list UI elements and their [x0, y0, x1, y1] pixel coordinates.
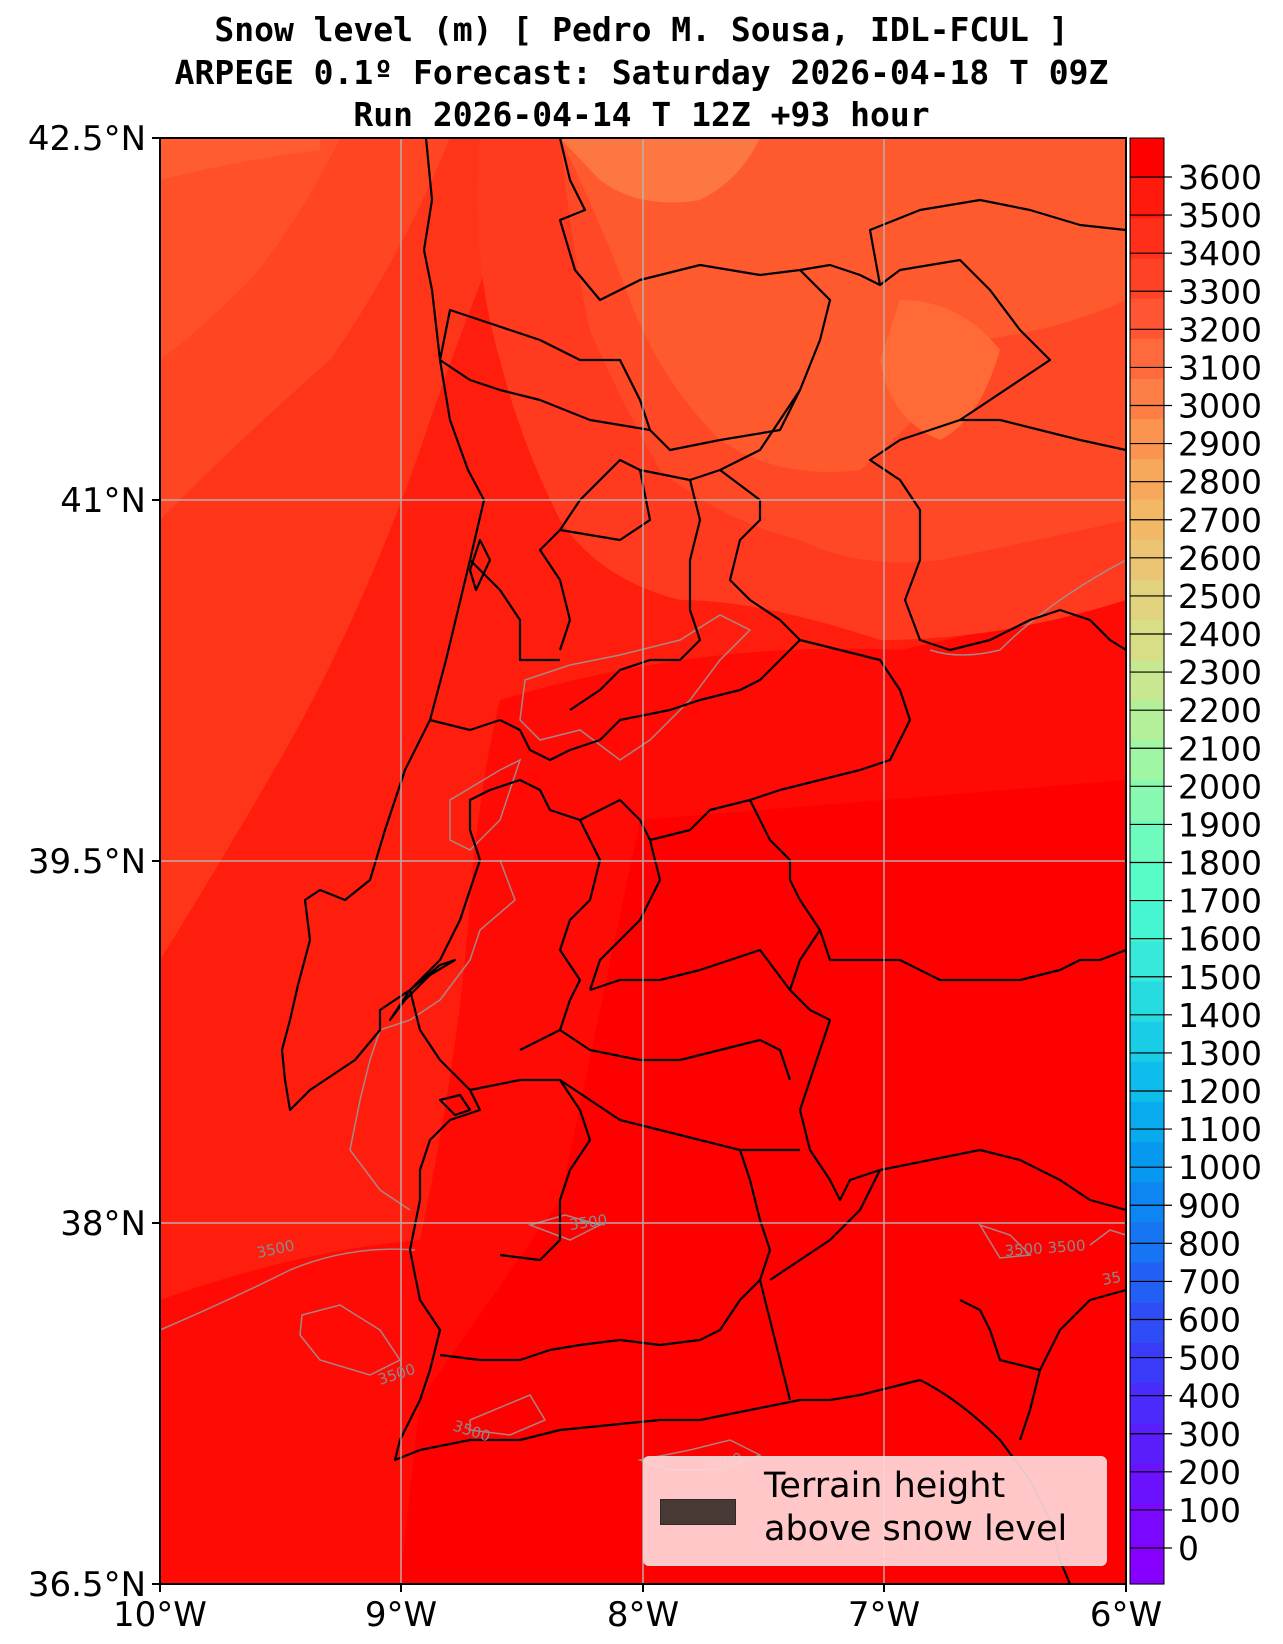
colorbar-label: 1600 — [1178, 920, 1262, 959]
title-line-2: ARPEGE 0.1º Forecast: Saturday 2026-04-1… — [174, 53, 1109, 92]
colorbar-label: 1200 — [1178, 1072, 1262, 1111]
colorbar-label: 3100 — [1178, 348, 1262, 387]
colorbar-band — [1130, 620, 1164, 661]
colorbar-label: 2100 — [1178, 729, 1262, 768]
lon-label-9w: 9°W — [365, 1595, 437, 1635]
colorbar-label: 3400 — [1178, 234, 1262, 273]
colorbar-band — [1130, 1463, 1164, 1505]
colorbar-label: 800 — [1178, 1224, 1241, 1263]
colorbar-band — [1130, 1142, 1164, 1183]
colorbar-band — [1130, 660, 1164, 701]
longitude-labels: 10°W 9°W 8°W 7°W 6°W — [113, 1595, 1162, 1635]
colorbar-band — [1130, 1182, 1164, 1224]
legend-label-line1: Terrain height — [764, 1466, 1006, 1506]
colorbar-frame — [1129, 137, 1165, 1585]
lon-label-8w: 8°W — [607, 1595, 679, 1635]
contour-label: 35 — [1101, 1268, 1123, 1289]
colorbar-label: 1800 — [1178, 844, 1262, 883]
lon-label-7w: 7°W — [848, 1595, 920, 1635]
colorbar-band — [1130, 1021, 1164, 1063]
colorbar-band — [1130, 579, 1164, 621]
colorbar-label: 2800 — [1178, 463, 1262, 502]
colorbar-band — [1130, 861, 1164, 902]
colorbar-band — [1130, 419, 1164, 460]
colorbar-band — [1130, 178, 1164, 219]
colorbar-label: 1300 — [1178, 1034, 1262, 1073]
colorbar-band — [1130, 218, 1164, 260]
colorbar-label: 200 — [1178, 1453, 1241, 1492]
colorbar-band — [1130, 1061, 1164, 1103]
colorbar-label: 1500 — [1178, 958, 1262, 997]
colorbar-label: 2500 — [1178, 577, 1262, 616]
lon-label-6w: 6°W — [1090, 1595, 1162, 1635]
lat-label-41: 41°N — [60, 481, 146, 521]
lat-label-36-5: 36.5°N — [28, 1565, 146, 1605]
colorbar-band — [1130, 1102, 1164, 1143]
colorbar-label: 2200 — [1178, 691, 1262, 730]
lon-label-10w: 10°W — [113, 1595, 207, 1635]
colorbar-band — [1130, 459, 1164, 501]
contour-label: 3500 3500 — [1004, 1236, 1086, 1260]
snow-level-field — [160, 138, 1126, 1584]
colorbar-band — [1130, 258, 1164, 300]
colorbar-label: 100 — [1178, 1491, 1241, 1530]
colorbar-label: 2000 — [1178, 767, 1262, 806]
lat-label-42-5: 42.5°N — [28, 119, 146, 159]
colorbar-label: 2900 — [1178, 425, 1262, 464]
axis-ticks — [152, 137, 1127, 1592]
colorbar-label: 3200 — [1178, 310, 1262, 349]
colorbar-band — [1130, 700, 1164, 742]
graticule — [160, 138, 1126, 1584]
colorbar-label: 2300 — [1178, 653, 1262, 692]
colorbar-band — [1130, 901, 1164, 942]
colorbar-band — [1130, 338, 1164, 380]
lat-label-38: 38°N — [60, 1204, 146, 1244]
colorbar-label: 900 — [1178, 1186, 1241, 1225]
legend-label-line2: above snow level — [764, 1509, 1068, 1549]
colorbar-band — [1130, 1543, 1164, 1585]
colorbar-label: 700 — [1178, 1262, 1241, 1301]
colorbar-band — [1130, 1343, 1164, 1384]
latitude-labels: 42.5°N 41°N 39.5°N 38°N 36.5°N — [28, 119, 146, 1605]
colorbar-label: 3500 — [1178, 196, 1262, 235]
colorbar-label: 3300 — [1178, 272, 1262, 311]
colorbar-label: 3000 — [1178, 387, 1262, 426]
colorbar-label: 600 — [1178, 1301, 1241, 1340]
coastline-and-borders — [280, 138, 1126, 1584]
legend-swatch-terrain — [660, 1499, 736, 1525]
colorbar-band — [1130, 981, 1164, 1023]
title-line-3: Run 2026-04-14 T 12Z +93 hour — [353, 95, 930, 134]
colorbar-band — [1130, 1383, 1164, 1424]
colorbar-band — [1130, 780, 1164, 822]
colorbar-band — [1130, 740, 1164, 782]
colorbar-band — [1130, 1302, 1164, 1344]
colorbar-label: 500 — [1178, 1339, 1241, 1378]
colorbar-label: 2700 — [1178, 501, 1262, 540]
colorbar-band — [1130, 379, 1164, 420]
colorbar-label: 3600 — [1178, 158, 1262, 197]
colorbar-label: 1000 — [1178, 1148, 1262, 1187]
colorbar-label: 1400 — [1178, 996, 1262, 1035]
colorbar-label: 300 — [1178, 1415, 1241, 1454]
colorbar-label: 2600 — [1178, 539, 1262, 578]
colorbar-band — [1130, 539, 1164, 581]
colorbar-label: 1100 — [1178, 1110, 1262, 1149]
colorbar-label: 2400 — [1178, 615, 1262, 654]
colorbar-band — [1130, 298, 1164, 340]
colorbar-band — [1130, 941, 1164, 983]
colorbar-label: 1700 — [1178, 882, 1262, 921]
colorbar-label: 0 — [1178, 1529, 1199, 1568]
lat-label-39-5: 39.5°N — [28, 842, 146, 882]
colorbar-label: 1900 — [1178, 805, 1262, 844]
colorbar-band — [1130, 138, 1164, 179]
legend: Terrain height above snow level — [643, 1456, 1107, 1566]
colorbar-band — [1130, 1262, 1164, 1304]
contour-label: 3500 — [568, 1211, 608, 1234]
colorbar-label: 400 — [1178, 1377, 1241, 1416]
colorbar-band — [1130, 1423, 1164, 1465]
title-line-1: Snow level (m) [ Pedro M. Sousa, IDL-FCU… — [214, 10, 1069, 49]
colorbar: 3600350034003300320031003000290028002700… — [1129, 137, 1262, 1585]
colorbar-band — [1130, 820, 1164, 862]
